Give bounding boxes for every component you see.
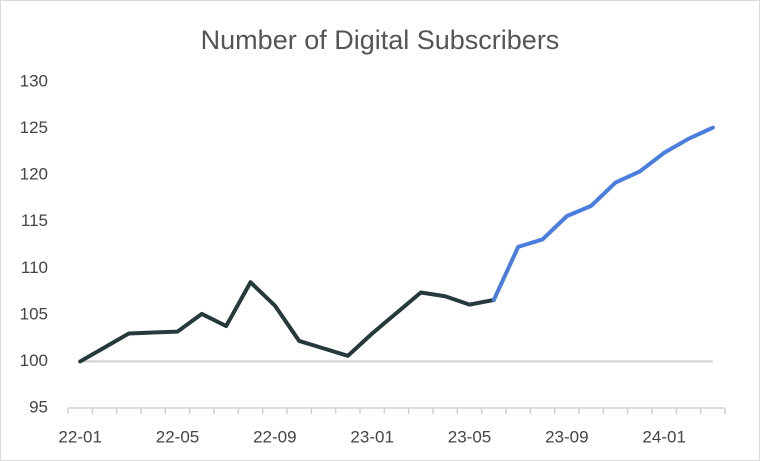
y-tick-label: 120 <box>20 165 48 184</box>
y-tick-label: 95 <box>29 397 48 416</box>
x-tick-label: 23-01 <box>350 427 393 446</box>
series-line <box>78 280 496 364</box>
x-tick-label: 23-05 <box>448 427 491 446</box>
y-tick-label: 105 <box>20 304 48 323</box>
y-tick-label: 100 <box>20 351 48 370</box>
x-tick-label: 22-05 <box>156 427 199 446</box>
y-tick-label: 115 <box>21 211 48 230</box>
series-line <box>491 125 715 302</box>
y-tick-label: 110 <box>21 258 48 277</box>
y-tick-label: 130 <box>20 71 48 90</box>
x-tick-label: 24-01 <box>642 427 685 446</box>
x-tick-label: 23-09 <box>545 427 588 446</box>
x-tick-label: 22-09 <box>253 427 296 446</box>
chart-title: Number of Digital Subscribers <box>201 25 560 55</box>
x-tick-label: 22-01 <box>58 427 101 446</box>
y-tick-label: 125 <box>20 118 48 137</box>
